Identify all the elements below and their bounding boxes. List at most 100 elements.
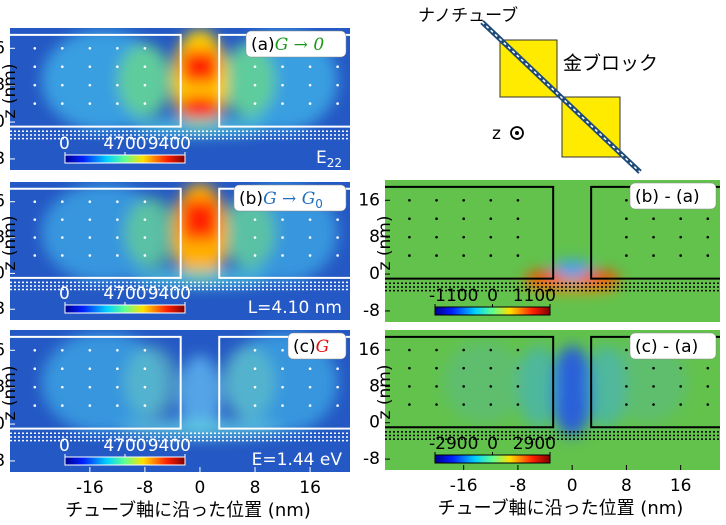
field-region [181, 94, 203, 123]
grid-dot [61, 385, 64, 389]
grid-dot [33, 236, 37, 239]
label-box [629, 332, 717, 360]
grid-dot [489, 235, 493, 239]
grid-dot [116, 218, 119, 221]
field-region [220, 197, 276, 269]
grid-dot [516, 198, 520, 202]
grid-dot [143, 348, 147, 352]
grid-dot [462, 235, 465, 239]
grid-dot [143, 46, 147, 50]
field-region [117, 43, 173, 118]
colorbar [64, 304, 186, 314]
gold-outline [10, 335, 182, 430]
panel-formula-sub: 0 [315, 197, 323, 211]
annotation: L=4.10 nm [248, 298, 342, 318]
grid-dot [88, 65, 92, 69]
y-axis-label: z (nm) [0, 366, 20, 421]
colorbar-tick-label: 9400 [148, 134, 191, 154]
grid-dot [88, 404, 92, 407]
grid-dot [116, 83, 119, 87]
grid-dot [116, 200, 119, 204]
colorbar-tick-label: -1100 [429, 286, 478, 306]
grid-dot [336, 83, 339, 87]
grid-dot [281, 254, 284, 257]
grid-dot [61, 348, 64, 352]
y-tick-label: 0 [0, 263, 5, 283]
grid-dot [336, 218, 339, 221]
y-tick-label: 0 [0, 112, 5, 132]
field-region [197, 48, 219, 86]
grid-dot [88, 46, 92, 50]
y-tick-label: 8 [0, 377, 5, 397]
y-tick-label: 8 [369, 376, 380, 396]
nanotube-center [481, 21, 641, 173]
annotation: E=1.44 eV [252, 450, 343, 470]
grid-dot [489, 217, 493, 221]
panel-formula: G [316, 337, 330, 357]
field-region [197, 94, 219, 123]
grid-dot [435, 198, 438, 202]
grid-dot [625, 198, 628, 202]
grid-dot [435, 385, 438, 388]
field-region [443, 340, 525, 423]
x-tick-label: -16 [76, 478, 104, 498]
gold-outline [385, 185, 555, 280]
grid-dot [652, 403, 655, 406]
x-tick-label: -8 [509, 476, 526, 496]
field-region [124, 197, 180, 269]
y-tick-label: 16 [358, 340, 380, 360]
y-tick-label: 8 [0, 75, 5, 95]
grid-dot [253, 102, 257, 105]
grid-dot [61, 236, 64, 239]
field-region [517, 345, 559, 428]
grid-dot [652, 385, 655, 388]
y-tick-label: 16 [0, 340, 5, 360]
grid-dot [706, 254, 710, 257]
field-region [181, 48, 203, 86]
x-tick-label: 0 [567, 476, 578, 496]
colorbar [434, 306, 551, 316]
grid-dot [253, 348, 257, 352]
grid-dot [652, 254, 655, 257]
x-tick-label: -8 [136, 478, 153, 498]
colorbar [64, 154, 186, 164]
grid-dot [408, 254, 411, 257]
grid-dot [516, 348, 520, 352]
grid-dot [408, 348, 411, 352]
panel-formula: G → G [263, 189, 315, 209]
annotation-sub: 22 [327, 156, 342, 170]
grid-dot [33, 367, 37, 371]
grid-dot [408, 403, 411, 406]
grid-dot [281, 83, 284, 87]
grid-dot [308, 83, 312, 87]
grid-dot [462, 198, 465, 202]
grid-dot [435, 366, 438, 370]
x-tick-label: 0 [195, 478, 206, 498]
grid-dot [33, 404, 37, 407]
grid-dot [489, 366, 493, 370]
grid-dot [116, 46, 119, 50]
grid-dot [625, 217, 628, 221]
block-label: 金ブロック [563, 52, 658, 75]
grid-dot [489, 348, 493, 352]
grid-dot [679, 403, 682, 406]
annotation-text: E [316, 148, 327, 168]
grid-dot [33, 218, 37, 221]
colorbar-tick-label: 4700 [103, 436, 146, 456]
grid-dot [308, 385, 312, 389]
gold-outline [10, 187, 182, 279]
grid-dot [88, 83, 92, 87]
grid-dot [281, 348, 284, 352]
grid-dot [88, 367, 92, 371]
grid-dot [489, 254, 493, 257]
grid-dot [435, 403, 438, 406]
y-tick-label: -8 [363, 449, 380, 469]
grid-dot [706, 385, 710, 388]
colorbar-tick-label: 2900 [513, 434, 556, 454]
colorbar-tick-label: 0 [487, 434, 498, 454]
annotation-text: L=4.10 nm [248, 298, 342, 318]
grid-dot [116, 254, 119, 257]
colorbar-tick-label: 0 [59, 134, 70, 154]
grid-dot [33, 102, 37, 105]
grid-dot [33, 254, 37, 257]
